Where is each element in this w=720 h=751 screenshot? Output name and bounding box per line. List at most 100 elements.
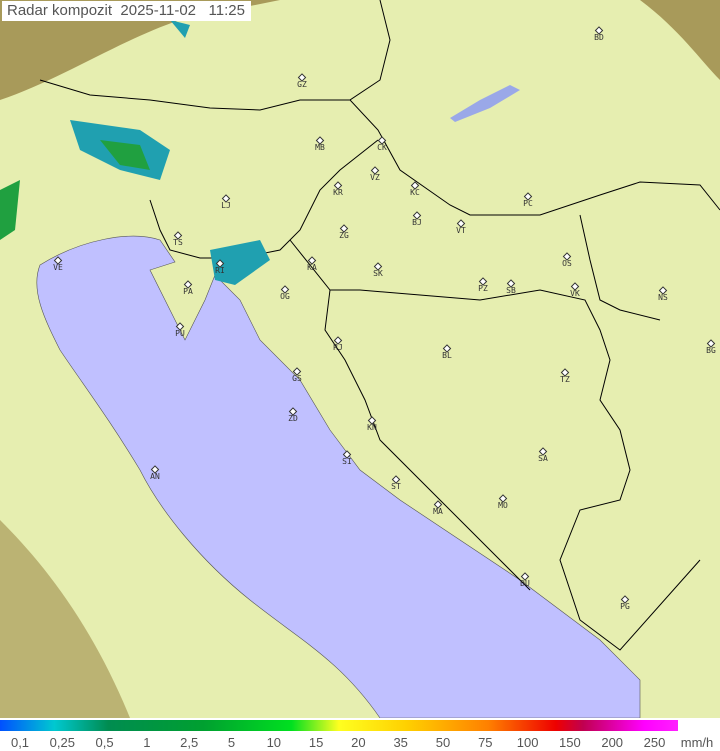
city-label: VT (456, 226, 466, 235)
legend-tick: 200 (601, 735, 624, 750)
city-label: VE (53, 263, 63, 272)
city-marker-icon (560, 368, 570, 377)
city-marker-icon (498, 494, 508, 503)
city-marker-icon (183, 280, 193, 289)
city-marker-icon (367, 416, 377, 425)
city-marker-icon (520, 572, 530, 581)
city-label: VZ (370, 173, 380, 182)
city-marker-icon (594, 26, 604, 35)
city-marker-icon (373, 262, 383, 271)
title-time: 11:25 (208, 2, 245, 19)
legend-tick: 0,25 (49, 735, 75, 750)
legend-tick: 0,5 (95, 735, 114, 750)
legend-tick: 15 (308, 735, 324, 750)
legend-tick: 250 (643, 735, 666, 750)
legend-tick: 5 (227, 735, 236, 750)
city-marker-icon (297, 73, 307, 82)
coverage-dark-se (0, 520, 130, 718)
city-label: OS (562, 259, 572, 268)
legend-tick: 0,1 (10, 735, 30, 750)
city-marker-icon (377, 136, 387, 145)
city-label: BL (442, 351, 452, 360)
radar-map[interactable]: GZ BD MB CK VZ KR KC LJ PC BJ VT ZG TS VE KA SK OS PZ SB VK… (0, 0, 720, 718)
city-marker-icon (342, 450, 352, 459)
city-label: KN (367, 423, 377, 432)
city-label: GS (292, 374, 302, 383)
city-label: BJ (412, 218, 422, 227)
city-label: ST (391, 482, 401, 491)
city-marker-icon (658, 286, 668, 295)
city-label: PZ (478, 284, 488, 293)
city-label: PA (183, 287, 193, 296)
city-label: RI (215, 266, 225, 275)
city-label: GZ (297, 80, 307, 89)
city-marker-icon (620, 595, 630, 604)
city-marker-icon (221, 194, 231, 203)
lake-balaton (450, 85, 520, 122)
legend-tick: 10 (266, 735, 282, 750)
city-label: SK (373, 269, 383, 278)
city-marker-icon (391, 475, 401, 484)
city-marker-icon (333, 181, 343, 190)
legend-color-bar (0, 720, 678, 731)
city-label: CK (377, 143, 387, 152)
legend-tick: 75 (478, 735, 493, 750)
city-marker-icon (478, 277, 488, 286)
country-borders (39, 0, 720, 651)
city-marker-icon (288, 407, 298, 416)
city-marker-icon (150, 465, 160, 474)
city-label: MO (498, 501, 508, 510)
city-label: ZG (339, 231, 349, 240)
city-label: KC (410, 188, 420, 197)
city-marker-icon (433, 500, 443, 509)
city-marker-icon (315, 136, 325, 145)
city-label: AN (150, 472, 160, 481)
city-label: DU (520, 579, 530, 588)
adriatic-sea (36, 235, 641, 718)
legend-tick: 100 (516, 735, 539, 750)
precipitation-legend: 0,1 0,25 0,5 1 2,5 5 10 15 20 35 50 75 100 150 200 250 … (0, 718, 720, 751)
city-label: PG (620, 602, 630, 611)
city-label: SI (342, 457, 352, 466)
city-label: RJ (333, 343, 343, 352)
legend-tick: 2,5 (180, 735, 199, 750)
title-label: Radar kompozit (7, 2, 113, 19)
map-title: Radar kompozit 2025-11-02 11:25 (2, 1, 251, 21)
legend-tick: 20 (351, 735, 366, 750)
city-marker-icon (339, 224, 349, 233)
radar-coverage-area (0, 0, 720, 718)
city-marker-icon (706, 339, 716, 348)
city-marker-icon (562, 252, 572, 261)
city-marker-icon (215, 259, 225, 268)
legend-tick: 150 (559, 735, 581, 750)
city-label: ZD (288, 414, 298, 423)
legend-unit: mm/h (680, 735, 714, 750)
city-marker-icon (175, 322, 185, 331)
city-label: NS (658, 293, 668, 302)
city-marker-icon (370, 166, 380, 175)
city-marker-icon (307, 256, 317, 265)
city-label: PC (523, 199, 533, 208)
city-marker-icon (410, 181, 420, 190)
city-marker-icon (280, 285, 290, 294)
city-label: BD (594, 33, 604, 42)
city-label: PU (175, 329, 185, 338)
city-marker-icon (523, 192, 533, 201)
city-marker-icon (292, 367, 302, 376)
city-marker-icon (53, 256, 63, 265)
city-marker-icon (570, 282, 580, 291)
city-marker-icon (412, 211, 422, 220)
city-label: TZ (560, 375, 570, 384)
city-label: VK (570, 289, 580, 298)
city-label: LJ (221, 201, 231, 210)
radar-echoes (0, 20, 270, 285)
legend-tick: 35 (393, 735, 408, 750)
city-label: SA (538, 454, 548, 463)
city-label: OG (280, 292, 290, 301)
city-label: KA (307, 263, 317, 272)
city-marker-icon (173, 231, 183, 240)
city-marker-icon (442, 344, 452, 353)
city-marker-icon (538, 447, 548, 456)
legend-tick: 1 (143, 735, 151, 750)
title-date: 2025-11-02 (120, 2, 197, 19)
